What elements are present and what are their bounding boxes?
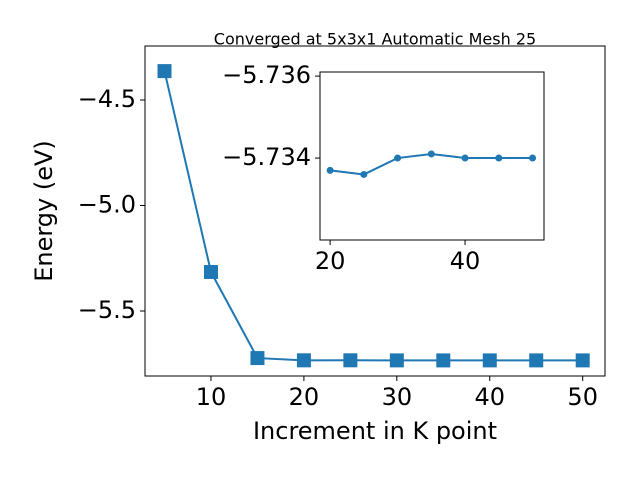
y-tick-label: −5.736 (222, 61, 311, 89)
data-line (163, 70, 583, 362)
data-point (436, 353, 451, 368)
y-tick-label: −5.0 (78, 191, 136, 219)
data-point (326, 166, 334, 174)
x-tick-label: 20 (289, 383, 320, 411)
x-axis-label: Increment in K point (253, 417, 497, 445)
x-tick-label: 30 (382, 383, 413, 411)
y-tick-label: −5.734 (222, 143, 311, 171)
data-point (529, 353, 544, 368)
y-tick-label: −4.5 (78, 85, 136, 113)
x-tick-label: 50 (567, 383, 598, 411)
x-tick-label: 20 (315, 247, 346, 275)
data-point (529, 154, 537, 162)
x-tick-label: 10 (196, 383, 227, 411)
x-tick-label: 40 (474, 383, 505, 411)
chart-title: Converged at 5x3x1 Automatic Mesh 25 (214, 30, 536, 49)
data-point (250, 351, 265, 366)
data-point (495, 154, 503, 162)
data-point (482, 353, 497, 368)
data-point (157, 64, 172, 79)
data-point (575, 353, 590, 368)
y-axis-label: Energy (eV) (30, 140, 58, 282)
data-point (394, 154, 402, 162)
data-point (389, 353, 404, 368)
data-point (296, 353, 311, 368)
y-tick-label: −5.5 (78, 296, 136, 324)
data-point (461, 154, 469, 162)
data-point (343, 353, 358, 368)
x-tick-label: 40 (450, 247, 481, 275)
data-point (427, 150, 435, 158)
data-point (360, 170, 368, 178)
data-point (203, 264, 218, 279)
